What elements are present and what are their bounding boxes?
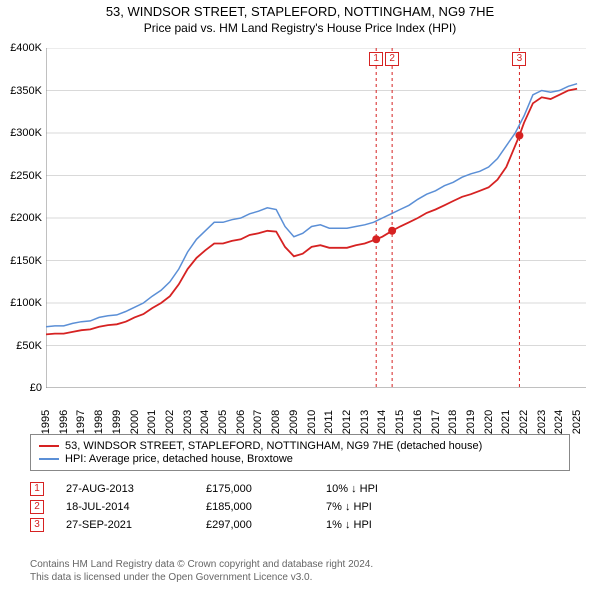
y-tick-label: £400K (0, 42, 42, 54)
sale-date: 27-SEP-2021 (66, 519, 206, 531)
x-tick-label: 2025 (571, 410, 583, 434)
x-tick-label: 2007 (252, 410, 264, 434)
x-tick-label: 1995 (40, 410, 52, 434)
sales-table: 1 27-AUG-2013£175,00010% ↓ HPI 2 18-JUL-201… (30, 478, 570, 536)
y-tick-label: £250K (0, 170, 42, 182)
legend-box: 53, WINDSOR STREET, STAPLEFORD, NOTTINGH… (30, 434, 570, 471)
x-tick-label: 2018 (447, 410, 459, 434)
sale-callout-1: 1 (369, 52, 383, 66)
sale-price: £185,000 (206, 501, 326, 513)
x-tick-label: 2022 (518, 410, 530, 434)
credit-line-1: Contains HM Land Registry data © Crown c… (30, 558, 570, 571)
legend-row: HPI: Average price, detached house, Brox… (39, 453, 561, 465)
y-tick-label: £0 (0, 382, 42, 394)
sale-number-box: 2 (30, 500, 44, 514)
sale-row: 1 27-AUG-2013£175,00010% ↓ HPI (30, 482, 570, 496)
x-tick-label: 2009 (288, 410, 300, 434)
x-tick-label: 2010 (306, 410, 318, 434)
sale-number-box: 1 (30, 482, 44, 496)
y-tick-label: £50K (0, 340, 42, 352)
x-tick-label: 1998 (93, 410, 105, 434)
x-tick-label: 2003 (182, 410, 194, 434)
x-tick-label: 2012 (341, 410, 353, 434)
legend-swatch (39, 445, 59, 447)
sale-row: 3 27-SEP-2021£297,0001% ↓ HPI (30, 518, 570, 532)
y-tick-label: £300K (0, 127, 42, 139)
credit-line-2: This data is licensed under the Open Gov… (30, 571, 570, 584)
x-tick-label: 1997 (75, 410, 87, 434)
chart-subtitle: Price paid vs. HM Land Registry's House … (0, 21, 600, 35)
sale-number-box: 3 (30, 518, 44, 532)
legend-label: 53, WINDSOR STREET, STAPLEFORD, NOTTINGH… (65, 440, 482, 452)
x-tick-label: 2023 (536, 410, 548, 434)
x-tick-label: 1996 (58, 410, 70, 434)
chart-plot-area: £0£50K£100K£150K£200K£250K£300K£350K£400… (46, 48, 586, 388)
x-tick-label: 2020 (483, 410, 495, 434)
x-tick-label: 2016 (412, 410, 424, 434)
sale-price: £297,000 (206, 519, 326, 531)
x-tick-label: 2004 (199, 410, 211, 434)
x-tick-label: 2021 (500, 410, 512, 434)
sale-price: £175,000 (206, 483, 326, 495)
x-tick-label: 2002 (164, 410, 176, 434)
y-tick-label: £100K (0, 297, 42, 309)
sale-callout-2: 2 (385, 52, 399, 66)
chart-titles: 53, WINDSOR STREET, STAPLEFORD, NOTTINGH… (0, 0, 600, 35)
x-tick-label: 1999 (111, 410, 123, 434)
chart-svg (46, 48, 586, 388)
chart-title: 53, WINDSOR STREET, STAPLEFORD, NOTTINGH… (0, 4, 600, 19)
chart-container: { "titles": { "main": "53, WINDSOR STREE… (0, 0, 600, 590)
sale-diff: 10% ↓ HPI (326, 483, 446, 495)
sale-date: 27-AUG-2013 (66, 483, 206, 495)
y-tick-label: £150K (0, 255, 42, 267)
legend-swatch (39, 458, 59, 460)
x-tick-label: 2005 (217, 410, 229, 434)
x-tick-label: 2019 (465, 410, 477, 434)
x-tick-label: 2017 (430, 410, 442, 434)
y-tick-label: £350K (0, 85, 42, 97)
x-tick-label: 2001 (146, 410, 158, 434)
sale-callout-3: 3 (512, 52, 526, 66)
x-tick-label: 2008 (270, 410, 282, 434)
credit-text: Contains HM Land Registry data © Crown c… (30, 558, 570, 584)
x-tick-label: 2006 (235, 410, 247, 434)
y-tick-label: £200K (0, 212, 42, 224)
legend-row: 53, WINDSOR STREET, STAPLEFORD, NOTTINGH… (39, 440, 561, 452)
sale-row: 2 18-JUL-2014£185,0007% ↓ HPI (30, 500, 570, 514)
x-tick-label: 2014 (376, 410, 388, 434)
sale-diff: 7% ↓ HPI (326, 501, 446, 513)
x-tick-label: 2000 (129, 410, 141, 434)
x-tick-label: 2013 (359, 410, 371, 434)
x-tick-label: 2011 (323, 410, 335, 434)
sale-date: 18-JUL-2014 (66, 501, 206, 513)
sale-diff: 1% ↓ HPI (326, 519, 446, 531)
x-tick-label: 2024 (553, 410, 565, 434)
legend-label: HPI: Average price, detached house, Brox… (65, 453, 293, 465)
x-tick-label: 2015 (394, 410, 406, 434)
